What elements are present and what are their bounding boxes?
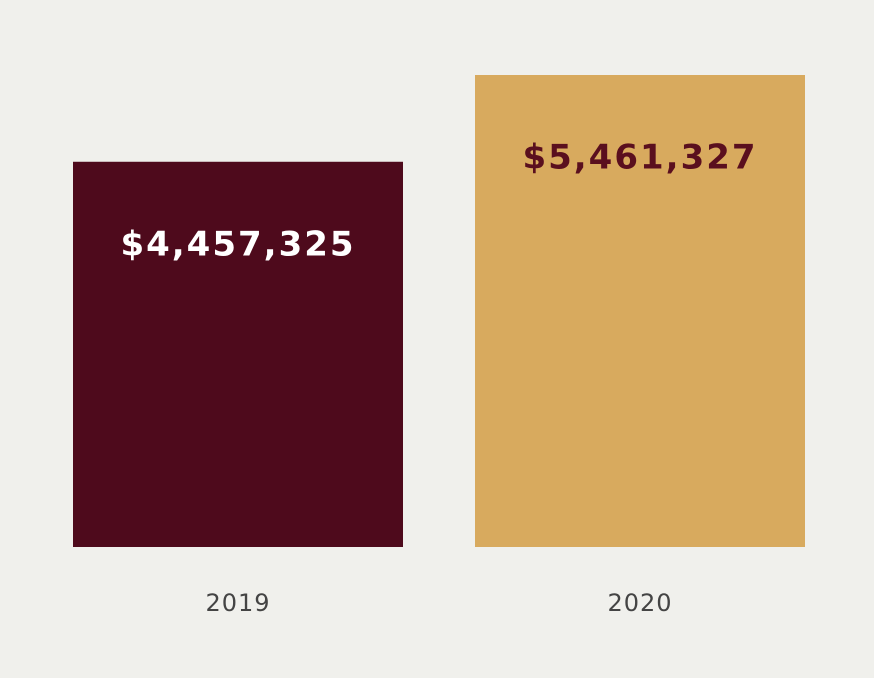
value-label: $5,461,327 xyxy=(522,138,757,178)
bar xyxy=(475,75,805,547)
bar xyxy=(73,161,403,547)
x-tick-label: 2019 xyxy=(205,589,270,617)
value-label: $4,457,325 xyxy=(120,224,355,264)
x-tick-label: 2020 xyxy=(607,589,672,617)
